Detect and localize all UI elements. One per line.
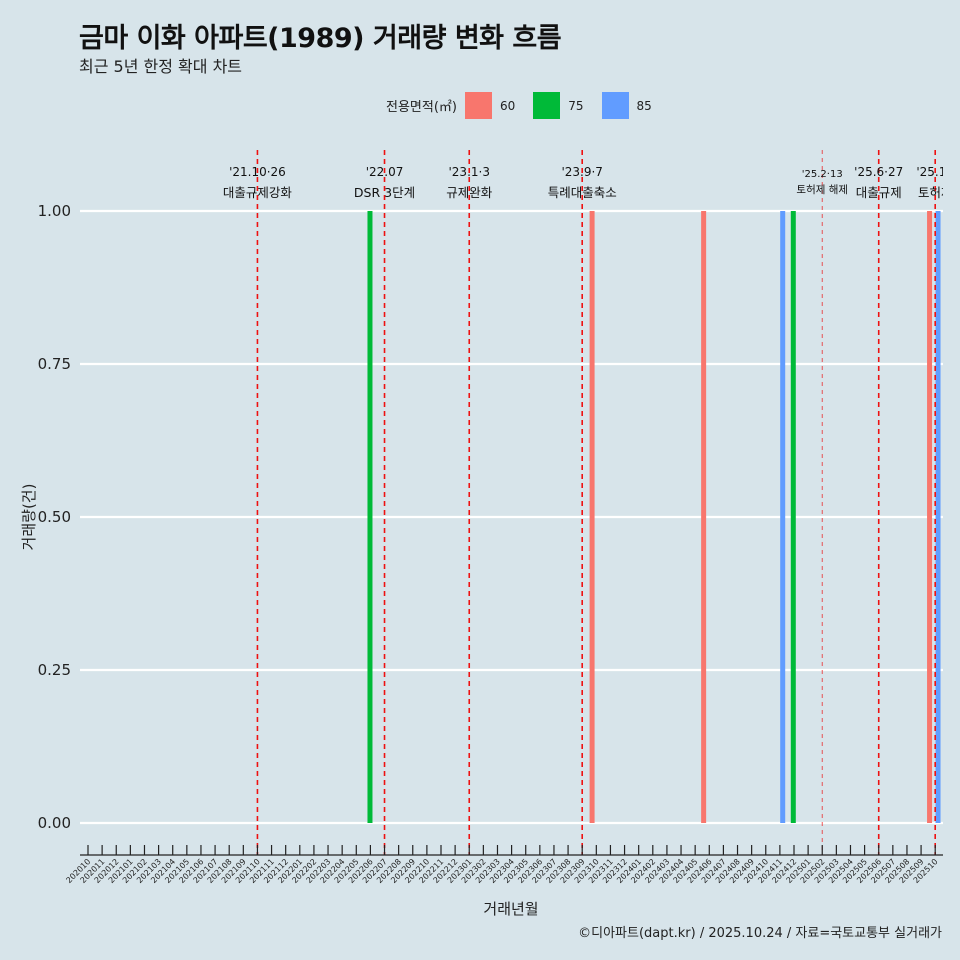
legend-label-60: 60 <box>499 98 516 113</box>
source-caption: ©디아파트(dapt.kr) / 2025.10.24 / 자료=국토교통부 실… <box>578 926 942 941</box>
event-label: 규제완화 <box>446 185 493 200</box>
event-label: 토허제 해제 <box>796 183 848 196</box>
event-date: '25.2·13 <box>802 169 843 180</box>
legend-title: 전용면적(㎡) <box>386 100 457 115</box>
event-date: '22.07 <box>366 165 404 179</box>
y-tick-label: 0.00 <box>38 814 71 832</box>
bar-75 <box>790 211 796 823</box>
legend-swatch-85 <box>601 92 629 119</box>
y-tick-label: 1.00 <box>38 202 71 220</box>
chart-title: 금마 이화 아파트(1989) 거래량 변화 흐름 <box>79 23 562 54</box>
event-date: '23.9·7 <box>561 165 602 179</box>
bar-60 <box>927 211 933 823</box>
legend: 전용면적(㎡) 60 75 85 <box>386 92 670 119</box>
bar-75 <box>367 211 373 823</box>
bar-85 <box>780 211 786 823</box>
y-tick-label: 0.75 <box>38 355 71 373</box>
y-tick-label: 0.50 <box>38 508 71 526</box>
event-date: '23.1·3 <box>449 165 490 179</box>
event-label: 대출규제강화 <box>223 185 293 200</box>
event-date: '25.10 <box>916 165 954 179</box>
event-label: 대출규제 <box>856 185 902 200</box>
bar-60 <box>701 211 707 823</box>
legend-label-85: 85 <box>636 98 652 113</box>
event-date: '25.6·27 <box>854 165 903 179</box>
event-label: 토허제 <box>918 185 953 200</box>
y-axis-title: 거래량(건) <box>20 484 38 551</box>
bar-60 <box>589 211 595 823</box>
event-label: 특례대출축소 <box>548 185 617 200</box>
x-axis-title: 거래년월 <box>483 900 538 918</box>
legend-swatch-75 <box>533 92 561 119</box>
legend-label-75: 75 <box>568 98 584 113</box>
event-label: DSR 3단계 <box>354 185 415 200</box>
bar-85 <box>935 211 941 823</box>
chart-subtitle: 최근 5년 한정 확대 차트 <box>79 57 243 76</box>
legend-swatch-60 <box>464 92 492 119</box>
y-tick-label: 0.25 <box>38 661 71 679</box>
event-date: '21.10·26 <box>229 165 286 179</box>
